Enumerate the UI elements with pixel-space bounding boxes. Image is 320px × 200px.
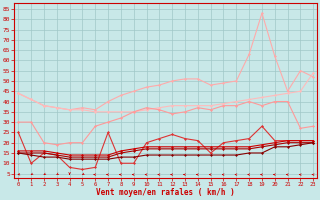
X-axis label: Vent moyen/en rafales ( km/h ): Vent moyen/en rafales ( km/h )	[96, 188, 235, 197]
